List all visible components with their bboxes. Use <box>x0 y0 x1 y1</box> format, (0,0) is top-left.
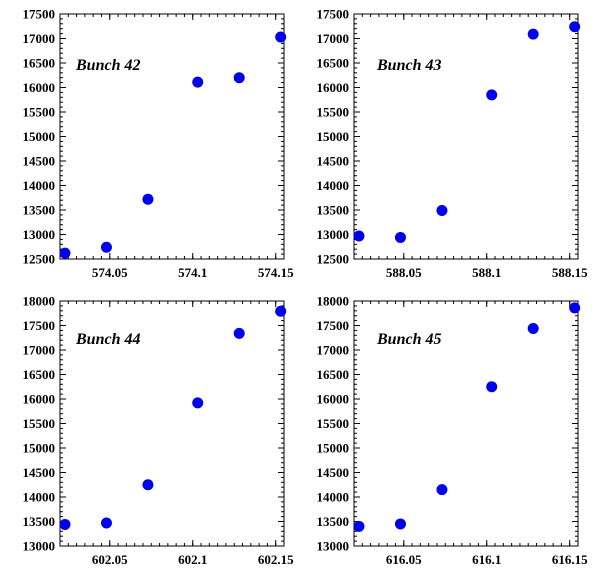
y-tick-label: 17500 <box>317 7 350 22</box>
data-point <box>436 204 448 216</box>
x-tick-label: 588.1 <box>472 265 501 280</box>
plot-frame <box>353 13 579 260</box>
chart-panel-4: 13000 13500 14000 14500 15000 15500 16000 16500… <box>317 294 589 568</box>
y-tick-label: 16000 <box>23 392 56 407</box>
y-tick-label: 14000 <box>317 178 350 193</box>
plot-frame <box>59 13 285 260</box>
data-point <box>394 518 406 530</box>
x-tick-label: 588.05 <box>386 265 422 280</box>
y-tick-label: 15500 <box>23 105 56 120</box>
panel-annotation: Bunch 45 <box>376 331 441 348</box>
y-tick-label: 18000 <box>317 294 350 309</box>
y-tick-label: 13500 <box>317 514 350 529</box>
y-tick-label: 15500 <box>317 105 350 120</box>
x-tick-label: 616.1 <box>472 552 501 567</box>
x-tick-label: 588.15 <box>552 265 588 280</box>
chart-panel-1: 12500 13000 13500 14000 14500 15000 15500 16000… <box>23 7 295 281</box>
y-tick-label: 13500 <box>23 203 56 218</box>
y-tick-label: 17500 <box>23 7 56 22</box>
y-tick-label: 13000 <box>23 227 56 242</box>
y-tick-label: 15000 <box>23 441 56 456</box>
data-point <box>100 241 112 253</box>
y-tick-label: 16000 <box>23 80 56 95</box>
data-point <box>142 193 154 205</box>
y-tick-label: 18000 <box>23 294 56 309</box>
chart-panel-2: 12500 13000 13500 14000 14500 15000 15500 16000… <box>317 7 589 281</box>
y-tick-label: 15000 <box>23 129 56 144</box>
data-point <box>192 76 204 88</box>
data-point <box>394 231 406 243</box>
data-point <box>233 72 245 84</box>
y-tick-label: 12500 <box>23 252 56 267</box>
y-tick-label: 16500 <box>317 367 350 382</box>
data-point <box>569 302 581 314</box>
y-tick-label: 14000 <box>23 490 56 505</box>
y-tick-label: 13000 <box>23 539 56 554</box>
data-point <box>59 247 71 259</box>
y-tick-label: 17500 <box>23 318 56 333</box>
y-tick-label: 17500 <box>317 318 350 333</box>
y-tick-label: 15500 <box>23 416 56 431</box>
y-tick-label: 15000 <box>317 441 350 456</box>
x-tick-label: 616.15 <box>552 552 588 567</box>
y-tick-label: 13500 <box>317 203 350 218</box>
chart-panel-3: 13000 13500 14000 14500 15000 15500 16000 16500… <box>23 294 295 568</box>
y-tick-label: 14500 <box>317 465 350 480</box>
data-point <box>142 479 154 491</box>
y-tick-label: 16000 <box>317 80 350 95</box>
y-tick-label: 14500 <box>317 154 350 169</box>
y-tick-label: 12500 <box>317 252 350 267</box>
panel-annotation: Bunch 43 <box>376 57 441 74</box>
data-point <box>275 31 287 43</box>
y-tick-label: 16000 <box>317 392 350 407</box>
data-point <box>275 305 287 317</box>
data-point <box>436 484 448 496</box>
x-tick-label: 574.05 <box>92 265 128 280</box>
x-tick-label: 616.05 <box>386 552 422 567</box>
y-tick-label: 16500 <box>23 56 56 71</box>
data-point <box>233 327 245 339</box>
y-tick-label: 17000 <box>23 343 56 358</box>
y-tick-label: 14000 <box>317 490 350 505</box>
y-tick-label: 14500 <box>23 465 56 480</box>
y-tick-label: 17000 <box>23 31 56 46</box>
y-tick-label: 15500 <box>317 416 350 431</box>
y-tick-label: 16500 <box>23 367 56 382</box>
y-tick-label: 17000 <box>317 343 350 358</box>
data-point <box>353 520 365 532</box>
data-point <box>59 518 71 530</box>
panel-annotation: Bunch 42 <box>75 57 140 74</box>
y-tick-label: 13500 <box>23 514 56 529</box>
data-point <box>486 89 498 101</box>
panel-annotation: Bunch 44 <box>75 331 140 348</box>
y-tick-label: 16500 <box>317 56 350 71</box>
y-tick-label: 13000 <box>317 539 350 554</box>
data-point <box>486 381 498 393</box>
data-point <box>569 21 581 33</box>
x-tick-label: 602.05 <box>92 552 128 567</box>
data-point <box>192 397 204 409</box>
x-tick-label: 602.1 <box>178 552 207 567</box>
y-tick-label: 14500 <box>23 154 56 169</box>
y-tick-label: 13000 <box>317 227 350 242</box>
data-point <box>527 322 539 334</box>
x-tick-label: 602.15 <box>258 552 294 567</box>
data-point <box>100 517 112 529</box>
y-tick-label: 15000 <box>317 129 350 144</box>
data-point <box>353 230 365 242</box>
y-tick-label: 17000 <box>317 31 350 46</box>
x-tick-label: 574.15 <box>258 265 294 280</box>
data-point <box>527 28 539 40</box>
x-tick-label: 574.1 <box>178 265 207 280</box>
y-tick-label: 14000 <box>23 178 56 193</box>
